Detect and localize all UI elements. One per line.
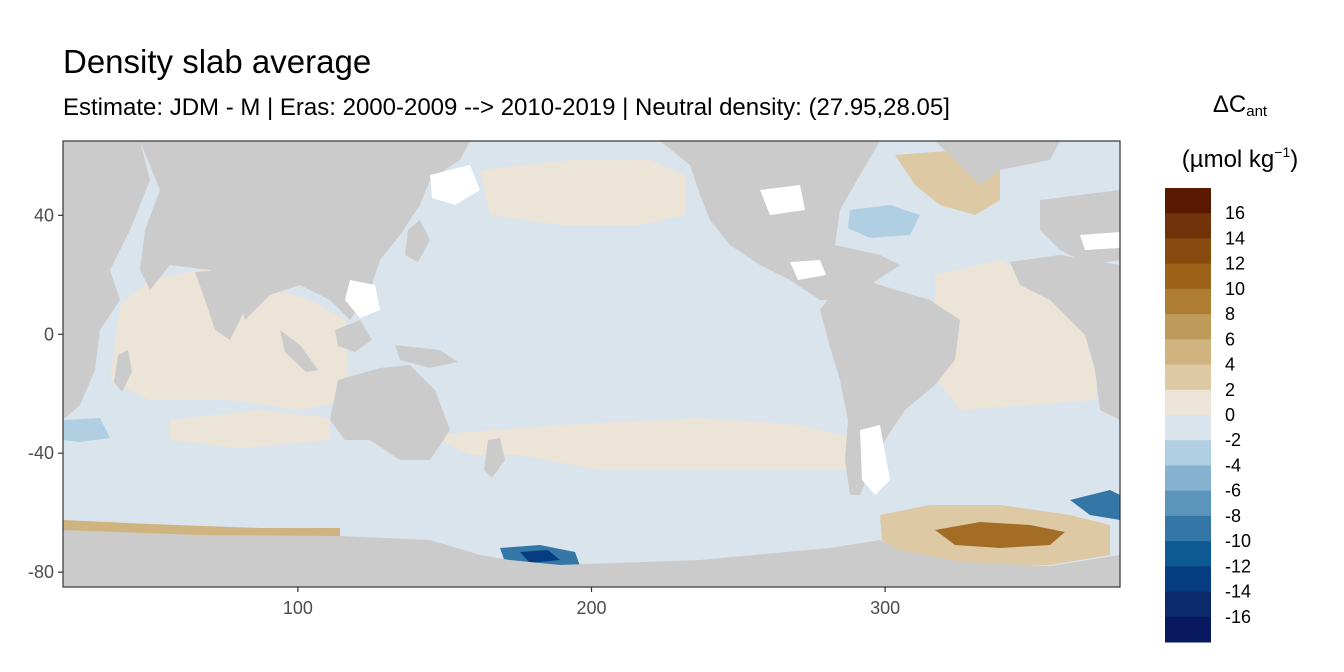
legend-symbol: ΔCant	[1160, 88, 1320, 129]
land-borneo	[335, 320, 372, 352]
colorbar-label: -8	[1225, 506, 1241, 526]
land-australia	[330, 365, 450, 460]
land-masses	[63, 141, 1120, 587]
colorbar-swatch	[1165, 339, 1211, 366]
no-data-south-china-sea	[345, 280, 380, 318]
colorbar-swatch	[1165, 415, 1211, 441]
land-south-america	[820, 282, 960, 495]
y-tick-label: 40	[34, 205, 54, 225]
colorbar-swatch	[1165, 263, 1211, 290]
land-india	[195, 268, 250, 340]
y-tick-label: -40	[28, 443, 54, 463]
colorbar-label: 10	[1225, 279, 1245, 299]
colorbar-swatch	[1165, 440, 1211, 466]
colorbar-label: 6	[1225, 329, 1235, 349]
y-axis: 40 0 -40 -80	[28, 205, 63, 582]
colorbar-swatch	[1165, 616, 1211, 643]
legend-unit-exponent: −1	[1274, 144, 1291, 160]
no-data-patagonia-shelf	[860, 425, 890, 495]
colorbar-label: 16	[1225, 203, 1245, 223]
colorbar-label: 2	[1225, 380, 1235, 400]
no-data-hudson	[760, 185, 805, 215]
colorbar-label: 0	[1225, 405, 1235, 425]
positive-region-southern-indian-tongue	[170, 410, 330, 448]
colorbar-swatch	[1165, 591, 1211, 618]
colorbar-swatch	[1165, 188, 1211, 214]
colorbar-swatch	[1165, 541, 1211, 567]
colorbar-label: -14	[1225, 582, 1251, 602]
legend-symbol-subscript: ant	[1246, 103, 1268, 120]
land-africa-west	[1010, 255, 1120, 420]
no-data-gulf-mexico	[790, 260, 826, 280]
land-antarctica	[63, 530, 1120, 587]
no-data-okhotsk	[430, 165, 480, 205]
y-tick-label: 0	[44, 324, 54, 344]
negative-patch-ross-sea-core	[520, 550, 560, 563]
colorbar-label: -16	[1225, 607, 1251, 627]
y-tick-label: -80	[28, 562, 54, 582]
positive-region-southern-pacific	[430, 418, 860, 470]
colorbar: 16 14 12 10 8 6 4 2 0 -2 -4 -6 -8 -10 -12 -14 -16	[1165, 188, 1251, 643]
negative-patch-west-indian	[63, 418, 110, 442]
negative-patch-labrador	[848, 205, 920, 238]
colorbar-swatch	[1165, 465, 1211, 492]
colorbar-label: -10	[1225, 531, 1251, 551]
colorbar-swatch	[1165, 314, 1211, 340]
colorbar-swatch	[1165, 213, 1211, 239]
land-north-america	[660, 141, 900, 300]
land-africa-east	[63, 141, 150, 420]
colorbar-swatch	[1165, 238, 1211, 265]
legend-unit-close: )	[1290, 146, 1299, 173]
colorbar-label: 14	[1225, 228, 1245, 248]
map-title: Density slab average	[63, 43, 372, 80]
colorbar-swatch	[1165, 288, 1211, 315]
colorbar-swatch	[1165, 490, 1211, 517]
map-subtitle: Estimate: JDM - M | Eras: 2000-2009 --> …	[63, 94, 950, 121]
colorbar-label: -6	[1225, 481, 1241, 501]
colorbar-label: -4	[1225, 455, 1241, 475]
x-tick-label: 300	[870, 598, 900, 618]
land-madagascar	[114, 350, 132, 392]
colorbar-label: -12	[1225, 556, 1251, 576]
colorbar-label: -2	[1225, 430, 1241, 450]
land-new-zealand	[484, 438, 505, 478]
colorbar-swatch	[1165, 566, 1211, 593]
land-new-guinea	[395, 345, 458, 368]
colorbar-swatch	[1165, 364, 1211, 391]
colorbar-swatch	[1165, 515, 1211, 542]
legend-symbol-main: ΔC	[1212, 91, 1247, 118]
land-greenland	[935, 141, 1060, 185]
x-tick-label: 200	[576, 598, 606, 618]
x-axis: 100 200 300	[283, 587, 900, 618]
colorbar-label: 8	[1225, 304, 1235, 324]
no-data-mediterranean	[1080, 232, 1120, 250]
strong-positive-weddell-core	[935, 522, 1065, 548]
x-tick-label: 100	[283, 598, 313, 618]
legend-unit: (µmol kg−1)	[1160, 135, 1320, 177]
legend-unit-open: (µmol kg	[1181, 146, 1275, 173]
legend-title: ΔCant (µmol kg−1)	[1160, 88, 1320, 177]
no-data-areas	[345, 165, 1120, 495]
positive-region-south-atlantic	[930, 260, 1100, 410]
positive-region-north-pacific	[480, 160, 685, 225]
map-panel	[63, 141, 1120, 587]
colorbar-label: 12	[1225, 254, 1245, 274]
negative-patch-weddell-east	[1070, 490, 1120, 520]
colorbar-swatch	[1165, 389, 1211, 416]
land-japan	[405, 220, 430, 262]
colorbar-label: 4	[1225, 355, 1235, 375]
land-sumatra	[280, 330, 318, 372]
